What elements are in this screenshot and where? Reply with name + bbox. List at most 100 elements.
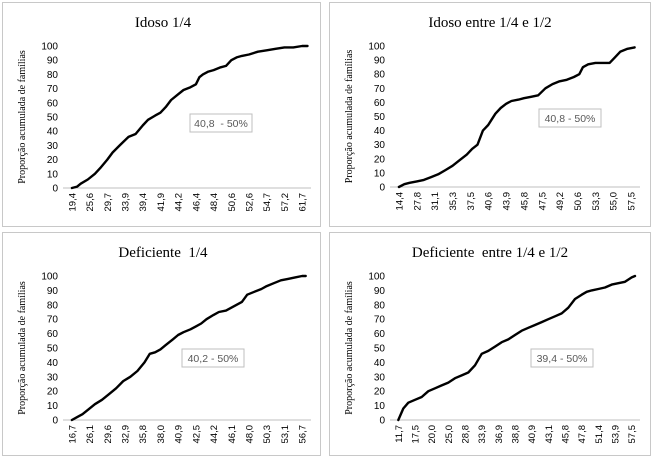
annotation-box: [538, 108, 602, 128]
x-tick-label: 25,6: [85, 193, 96, 212]
x-tick-label: 28,8: [461, 425, 472, 444]
y-tick-label: 100: [368, 42, 385, 53]
series-line: [70, 274, 307, 422]
x-tick-label: 57,5: [627, 192, 638, 211]
x-tick-label: 19,4: [67, 193, 78, 212]
x-tick-label: 35,3: [448, 192, 459, 211]
annotation-text: 39,4 - 50%: [537, 353, 588, 365]
annotation-text: 40,8 - 50%: [194, 118, 248, 130]
chart-svg-1: Idoso entre 1/4 e 1/2 Proporção acumulada…: [344, 15, 640, 211]
y-tick-label: 0: [52, 416, 58, 427]
y-tick-label: 80: [374, 300, 386, 311]
x-tick-label: 25,0: [444, 425, 455, 444]
x-tick-label: 54,7: [262, 193, 273, 212]
x-tick-label: 16,7: [67, 425, 78, 444]
x-tick-label: 56,7: [298, 425, 309, 444]
y-tick-label: 10: [374, 401, 386, 412]
y-tick-label: 40: [47, 127, 59, 138]
x-tick-label: 53,9: [611, 425, 622, 444]
x-tick-label: 11,7: [394, 425, 405, 443]
y-tick-label: 100: [41, 272, 58, 283]
x-tick-label: 40,9: [174, 425, 185, 444]
series-line: [397, 46, 636, 189]
chart-panel-1: Idoso entre 1/4 e 1/2 Proporção acumulada…: [329, 2, 651, 227]
y-tick-label: 90: [47, 56, 59, 67]
x-tick-label: 27,8: [412, 192, 423, 211]
y-tick-label: 40: [374, 358, 386, 369]
y-tick-label: 60: [374, 329, 386, 340]
x-tick-label: 47,8: [577, 425, 588, 444]
y-axis-label: Proporção acumulada de famílias: [17, 50, 28, 184]
y-tick-label: 70: [374, 315, 386, 326]
x-tick-label: 46,4: [191, 193, 202, 212]
x-tick-label: 29,7: [103, 193, 114, 212]
chart-panel-0: Idoso 1/4 Proporção acumulada de famílias…: [2, 2, 321, 227]
y-tick-label: 80: [47, 300, 59, 311]
x-tick-label: 38,8: [511, 425, 522, 444]
x-tick-label: 55,0: [609, 192, 620, 211]
chart-panel-2: Deficiente 1/4 Proporção acumulada de fam…: [2, 232, 321, 456]
x-tick-label: 45,8: [561, 425, 572, 444]
x-tick-label: 57,2: [280, 193, 291, 212]
x-tick-label: 49,2: [555, 192, 566, 211]
chart-title: Deficiente 1/4: [118, 245, 208, 261]
y-tick-label: 30: [374, 140, 386, 151]
x-tick-label: 48,4: [209, 193, 220, 212]
x-tick-label: 17,5: [411, 425, 422, 444]
y-tick-label: 90: [47, 286, 59, 297]
x-tick-label: 42,5: [191, 425, 202, 444]
y-tick-label: 20: [374, 154, 386, 165]
chart-svg-2: Deficiente 1/4 Proporção acumulada de fam…: [17, 245, 311, 444]
chart-title: Deficiente entre 1/4 e 1/2: [412, 245, 568, 261]
y-tick-label: 60: [47, 329, 59, 340]
x-tick-label: 43,1: [544, 425, 555, 444]
y-tick-label: 30: [47, 141, 59, 152]
x-tick-label: 50,3: [262, 425, 273, 444]
chart-svg-0: Idoso 1/4 Proporção acumulada de famílias…: [17, 15, 311, 212]
y-tick-label: 20: [374, 387, 386, 398]
y-tick-label: 50: [47, 113, 59, 124]
y-tick-label: 20: [47, 387, 59, 398]
annotation-box: [189, 113, 253, 133]
y-tick-label: 70: [47, 315, 59, 326]
x-tick-label: 61,7: [298, 193, 309, 212]
y-tick-label: 60: [374, 98, 386, 109]
y-tick-label: 30: [374, 372, 386, 383]
x-tick-label: 43,9: [502, 192, 513, 211]
y-tick-label: 50: [374, 112, 386, 123]
y-tick-label: 0: [379, 416, 385, 427]
x-tick-label: 48,0: [245, 425, 256, 444]
x-tick-label: 40,9: [527, 425, 538, 444]
chart-panel-3: Deficiente entre 1/4 e 1/2 Proporção acum…: [329, 232, 651, 456]
y-tick-label: 0: [379, 183, 385, 194]
chart-svg-3: Deficiente entre 1/4 e 1/2 Proporção acum…: [344, 245, 640, 444]
y-tick-label: 100: [368, 272, 385, 283]
y-tick-label: 50: [374, 344, 386, 355]
y-tick-label: 40: [47, 358, 59, 369]
x-tick-label: 51,4: [594, 425, 605, 444]
x-tick-label: 41,9: [156, 193, 167, 212]
annotation-text: 40,8 - 50%: [545, 113, 596, 125]
x-tick-label: 26,1: [85, 425, 96, 444]
chart-title: Idoso entre 1/4 e 1/2: [428, 15, 551, 31]
annotation-text: 40,2 - 50%: [188, 353, 239, 365]
annotation-box: [530, 348, 594, 368]
x-tick-label: 20,0: [427, 425, 438, 444]
y-tick-label: 10: [47, 401, 59, 412]
annotation-box: [181, 348, 245, 368]
y-axis-label: Proporção acumulada de famílias: [344, 50, 355, 184]
x-tick-label: 40,6: [484, 192, 495, 211]
y-axis-label: Proporção acumulada de famílias: [344, 281, 355, 415]
y-tick-label: 70: [374, 84, 386, 95]
y-tick-label: 50: [47, 344, 59, 355]
x-tick-label: 53,1: [280, 425, 291, 444]
x-tick-label: 50,6: [573, 192, 584, 211]
series-line: [70, 44, 309, 190]
x-tick-label: 50,6: [227, 193, 238, 212]
x-tick-label: 36,9: [494, 425, 505, 444]
y-tick-label: 10: [374, 168, 386, 179]
x-tick-label: 14,4: [394, 192, 405, 211]
y-tick-label: 70: [47, 84, 59, 95]
x-tick-label: 57,5: [627, 425, 638, 444]
x-tick-label: 38,0: [156, 425, 167, 444]
